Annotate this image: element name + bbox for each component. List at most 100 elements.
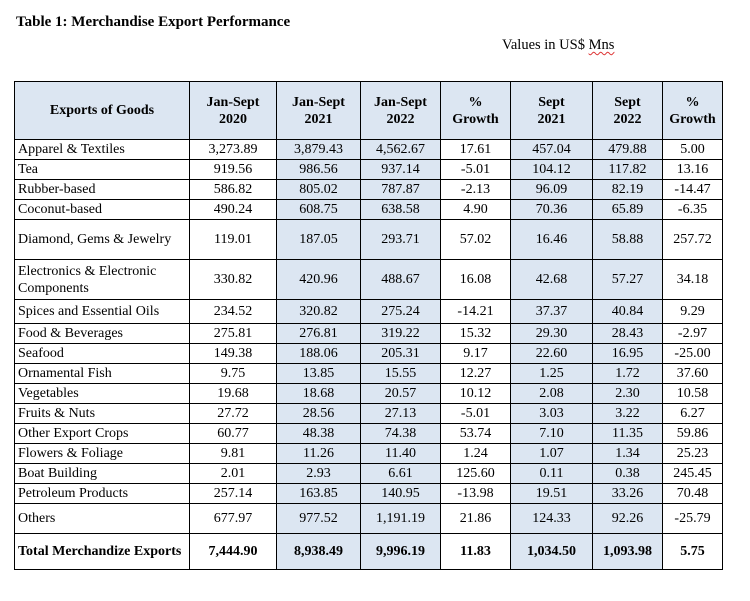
- row-label: Flowers & Foliage: [14, 443, 190, 464]
- row-value: -25.00: [662, 343, 723, 364]
- row-value: 5.75: [662, 533, 723, 570]
- row-value: 234.52: [189, 299, 277, 324]
- row-value: -5.01: [440, 403, 511, 424]
- row-value: 937.14: [360, 159, 441, 180]
- row-value: 319.22: [360, 323, 441, 344]
- row-value: 4.90: [440, 199, 511, 220]
- row-value: 58.88: [592, 219, 663, 260]
- table-row: Diamond, Gems & Jewelry 119.01 187.05 293.7…: [14, 219, 723, 260]
- row-value: 9,996.19: [360, 533, 441, 570]
- row-value: 27.72: [189, 403, 277, 424]
- row-value: 28.56: [276, 403, 361, 424]
- row-value: 19.51: [510, 483, 593, 504]
- row-value: 257.14: [189, 483, 277, 504]
- row-value: 60.77: [189, 423, 277, 444]
- row-label: Diamond, Gems & Jewelry: [14, 219, 190, 260]
- row-label: Total Merchandize Exports: [14, 533, 190, 570]
- row-value: -25.79: [662, 503, 723, 534]
- row-value: 16.46: [510, 219, 593, 260]
- column-header: Jan-Sept 2020: [189, 81, 277, 140]
- table-row: Fruits & Nuts 27.72 28.56 27.13 -5.01 3.03 3.2…: [14, 403, 723, 424]
- row-value: 140.95: [360, 483, 441, 504]
- row-value: 3.22: [592, 403, 663, 424]
- column-header-line: 2022: [613, 111, 642, 127]
- row-value: -5.01: [440, 159, 511, 180]
- row-value: 27.13: [360, 403, 441, 424]
- row-value: 1.72: [592, 363, 663, 384]
- column-header: Jan-Sept 2021: [276, 81, 361, 140]
- row-value: 0.11: [510, 463, 593, 484]
- row-value: 124.33: [510, 503, 593, 534]
- row-value: 638.58: [360, 199, 441, 220]
- row-value: 1.07: [510, 443, 593, 464]
- row-label: Apparel & Textiles: [14, 139, 190, 160]
- row-value: 257.72: [662, 219, 723, 260]
- row-value: 2.93: [276, 463, 361, 484]
- row-value: 205.31: [360, 343, 441, 364]
- row-value: 586.82: [189, 179, 277, 200]
- row-label: Boat Building: [14, 463, 190, 484]
- table-row: Ornamental Fish 9.75 13.85 15.55 12.27 1.25 1.…: [14, 363, 723, 384]
- row-value: 275.81: [189, 323, 277, 344]
- row-value: 919.56: [189, 159, 277, 180]
- column-header-line: 2021: [304, 111, 333, 127]
- column-header: % Growth: [662, 81, 723, 140]
- row-value: 245.45: [662, 463, 723, 484]
- row-label: Tea: [14, 159, 190, 180]
- row-value: 188.06: [276, 343, 361, 364]
- row-label: Electronics & Electronic Components: [14, 259, 190, 300]
- row-value: 17.61: [440, 139, 511, 160]
- row-value: 787.87: [360, 179, 441, 200]
- table-row: Food & Beverages 275.81 276.81 319.22 15.32 2…: [14, 323, 723, 344]
- row-value: 65.89: [592, 199, 663, 220]
- row-value: 13.16: [662, 159, 723, 180]
- row-value: 57.27: [592, 259, 663, 300]
- row-value: 125.60: [440, 463, 511, 484]
- row-value: -2.13: [440, 179, 511, 200]
- row-value: -2.97: [662, 323, 723, 344]
- column-header: % Growth: [440, 81, 511, 140]
- row-value: 163.85: [276, 483, 361, 504]
- table-row: Apparel & Textiles 3,273.89 3,879.43 4,562.…: [14, 139, 723, 160]
- table-row: Spices and Essential Oils 234.52 320.82 275…: [14, 299, 723, 324]
- column-header-line: 2020: [219, 111, 247, 127]
- row-value: 4,562.67: [360, 139, 441, 160]
- column-header-line: Growth: [669, 111, 716, 127]
- row-value: 677.97: [189, 503, 277, 534]
- row-value: 11.40: [360, 443, 441, 464]
- table-row: Rubber-based 586.82 805.02 787.87 -2.13 96.09…: [14, 179, 723, 200]
- row-value: 11.83: [440, 533, 511, 570]
- column-header: Exports of Goods: [14, 81, 190, 140]
- row-value: 3,879.43: [276, 139, 361, 160]
- column-header-line: Jan-Sept: [292, 94, 345, 110]
- row-value: 488.67: [360, 259, 441, 300]
- row-value: 33.26: [592, 483, 663, 504]
- row-value: 96.09: [510, 179, 593, 200]
- column-header: Sept 2022: [592, 81, 663, 140]
- row-value: 293.71: [360, 219, 441, 260]
- table-row: Vegetables 19.68 18.68 20.57 10.12 2.08 2.30 10…: [14, 383, 723, 404]
- row-value: 74.38: [360, 423, 441, 444]
- row-value: 608.75: [276, 199, 361, 220]
- row-value: 149.38: [189, 343, 277, 364]
- row-value: 1.34: [592, 443, 663, 464]
- table-row: Others 677.97 977.52 1,191.19 21.86 124.33 92.…: [14, 503, 723, 534]
- row-value: 21.86: [440, 503, 511, 534]
- column-header: Jan-Sept 2022: [360, 81, 441, 140]
- row-label: Coconut-based: [14, 199, 190, 220]
- row-value: 104.12: [510, 159, 593, 180]
- row-value: 57.02: [440, 219, 511, 260]
- row-label: Others: [14, 503, 190, 534]
- column-header-line: 2022: [386, 111, 415, 127]
- row-value: 275.24: [360, 299, 441, 324]
- row-value: 276.81: [276, 323, 361, 344]
- row-value: 119.01: [189, 219, 277, 260]
- row-value: -14.47: [662, 179, 723, 200]
- row-value: -13.98: [440, 483, 511, 504]
- row-value: 320.82: [276, 299, 361, 324]
- row-value: 8,938.49: [276, 533, 361, 570]
- row-value: 11.35: [592, 423, 663, 444]
- row-label: Rubber-based: [14, 179, 190, 200]
- row-value: 28.43: [592, 323, 663, 344]
- table-row: Tea 919.56 986.56 937.14 -5.01 104.12 117.82 13…: [14, 159, 723, 180]
